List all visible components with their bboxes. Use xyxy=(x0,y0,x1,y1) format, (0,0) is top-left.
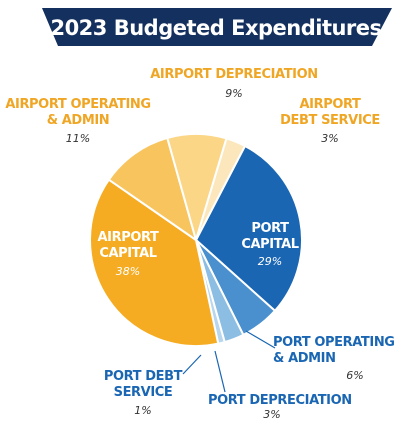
slice-label-port-debt-service-line-2: SERVICE xyxy=(114,385,173,400)
slice-label-airport-operating-admin-line-2: & ADMIN xyxy=(47,113,110,128)
slice-label-port-capital-line-2: CAPITAL xyxy=(241,237,298,252)
slice-label-airport-debt-service-line-2: DEBT SERVICE xyxy=(280,113,380,128)
slice-percent-port-operating-admin: 6% xyxy=(346,369,363,382)
slice-label-port-debt-service-line-1: PORT DEBT xyxy=(104,369,183,384)
pie-slice-airport-debt-service xyxy=(195,137,246,241)
slice-label-airport-capital-line-1: AIRPORT xyxy=(98,230,160,245)
slice-percent-airport-depreciation: 9% xyxy=(225,87,242,100)
slice-label-port-depreciation-line-1: PORT DEPRECIATION xyxy=(208,393,352,408)
leader-line-port-debt-service xyxy=(182,354,202,375)
slice-label-port-capital-line-1: PORT xyxy=(251,221,289,236)
slice-label-airport-capital-line-2: CAPITAL xyxy=(99,246,156,261)
leader-line-port-depreciation xyxy=(214,350,226,393)
slice-label-airport-operating-admin-line-1: AIRPORT OPERATING xyxy=(5,97,150,112)
slice-label-airport-depreciation-line-1: AIRPORT DEPRECIATION xyxy=(150,67,317,82)
pie-slice-port-capital xyxy=(195,144,303,312)
slice-label-port-operating-admin-line-1: PORT OPERATING xyxy=(273,335,395,350)
slice-label-airport-debt-service-line-1: AIRPORT xyxy=(300,97,362,112)
pie-slices xyxy=(89,133,303,347)
chart-title: 2023 Budgeted Expenditures xyxy=(50,16,381,40)
slice-percent-airport-debt-service: 3% xyxy=(321,132,338,145)
leader-lines xyxy=(182,330,276,393)
title-banner: 2023 Budgeted Expenditures xyxy=(42,8,392,46)
slice-label-port-operating-admin-line-2: & ADMIN xyxy=(273,351,336,366)
pie-slice-airport-capital xyxy=(89,178,220,347)
slice-percent-port-capital: 29% xyxy=(258,255,282,268)
slice-percent-airport-operating-admin: 11% xyxy=(66,132,90,145)
title-banner-background xyxy=(42,8,392,46)
leader-line-port-operating-admin xyxy=(245,330,276,349)
slice-percent-airport-capital: 38% xyxy=(116,265,140,278)
slice-percent-port-debt-service: 1% xyxy=(134,404,151,417)
slice-percent-port-depreciation: 3% xyxy=(263,408,280,421)
